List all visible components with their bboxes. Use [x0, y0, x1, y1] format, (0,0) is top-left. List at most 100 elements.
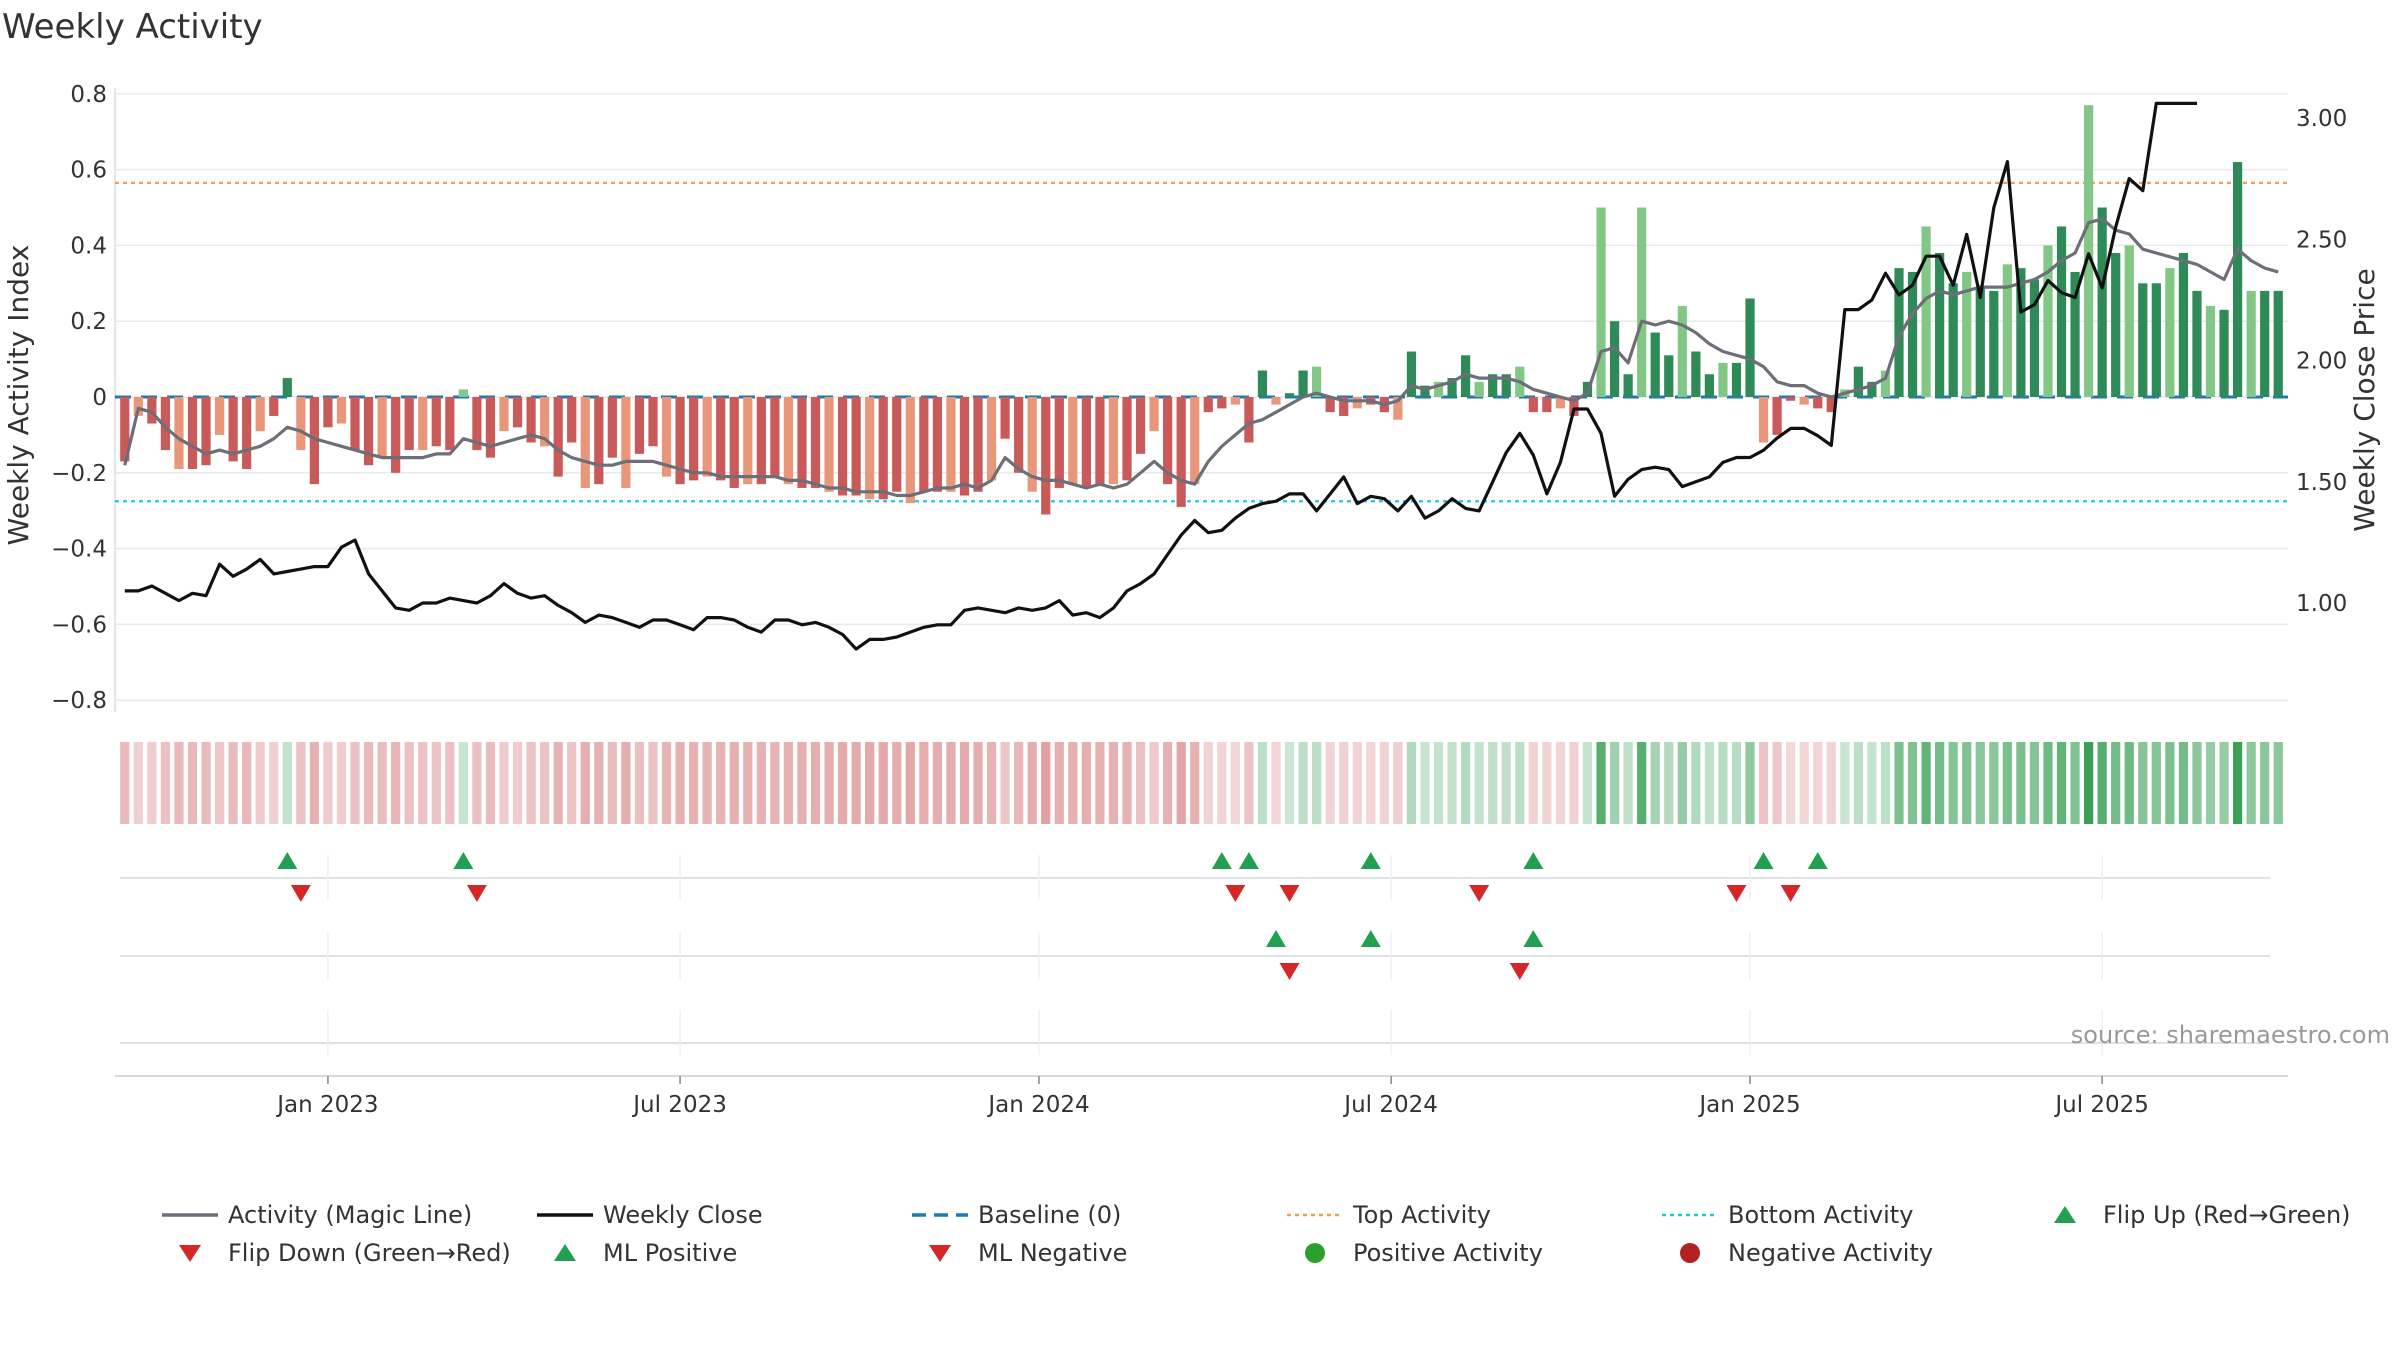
heat-cell [634, 742, 645, 824]
activity-bar [1637, 207, 1647, 397]
legend-item: Flip Down (Green→Red) [160, 1238, 511, 1268]
activity-bar [1406, 351, 1417, 397]
activity-bar [1000, 397, 1010, 439]
activity-bar [648, 397, 658, 447]
activity-bar [729, 397, 739, 488]
activity-bar [472, 397, 482, 451]
heat-cell [1853, 742, 1863, 824]
activity-bar [1122, 397, 1132, 481]
right-tick-label: 1.00 [2296, 591, 2347, 617]
reference-lines [115, 181, 2288, 503]
legend-symbol [1680, 1243, 1700, 1263]
activity-bar [689, 397, 699, 481]
heat-cell [1786, 742, 1796, 824]
activity-bar [1542, 397, 1552, 413]
legend-item: ML Positive [535, 1238, 737, 1268]
flip-up-marker [453, 852, 474, 869]
activity-bar [2056, 226, 2067, 397]
heat-cell [133, 742, 143, 824]
heat-cell [269, 742, 279, 824]
weekly-close-series [124, 101, 2197, 651]
flip-up-marker [277, 852, 298, 869]
activity-bar [526, 397, 536, 443]
activity-bar [567, 397, 577, 443]
x-tick-label: Jul 2023 [631, 1092, 727, 1118]
activity-bar [1826, 397, 1836, 413]
heat-cell [2260, 742, 2270, 824]
heat-cell [919, 742, 929, 824]
heat-cell [1637, 742, 1647, 824]
chart-title: Weekly Activity [2, 7, 263, 47]
ml-positive-marker [1265, 930, 1286, 947]
heat-cell [1623, 742, 1633, 824]
right-tick-label: 1.50 [2296, 470, 2347, 496]
heat-cell [512, 742, 523, 824]
activity-bar [1935, 252, 1945, 397]
activity-bar [431, 397, 441, 447]
activity-bar [445, 397, 455, 451]
activity-bar [1555, 397, 1566, 409]
heat-cell [1095, 742, 1105, 824]
activity-bar [878, 397, 888, 500]
activity-bar [1488, 374, 1498, 397]
heat-cell [296, 742, 306, 824]
activity-bar [1921, 226, 1931, 397]
heat-cell [377, 742, 387, 824]
heat-cell [1230, 742, 1240, 824]
activity-bar [147, 397, 157, 424]
heat-cell [1826, 742, 1836, 824]
activity-bar [919, 397, 929, 492]
activity-bar [770, 397, 780, 477]
flip-up-marker [1211, 852, 1232, 869]
heat-cell [1488, 742, 1498, 824]
heat-cell [391, 742, 401, 824]
activity-bar [1312, 366, 1322, 397]
activity-bar [2043, 245, 2053, 397]
activity-bar [1948, 283, 1958, 397]
activity-bar [1474, 381, 1484, 397]
heat-cell [648, 742, 658, 824]
heat-cell [607, 742, 617, 824]
heat-cell [363, 742, 374, 824]
activity-bar [512, 397, 523, 428]
heat-cell [2151, 742, 2161, 824]
flip-down-marker [1726, 885, 1747, 902]
heat-cell [418, 742, 428, 824]
heat-cell [1731, 742, 1742, 824]
activity-bar [1325, 397, 1335, 413]
activity-bar [1609, 321, 1620, 397]
heat-cell [959, 742, 970, 824]
x-tick-label: Jul 2025 [2053, 1092, 2149, 1118]
activity-bar [269, 397, 279, 416]
heat-cell [810, 742, 821, 824]
legend-label: Top Activity [1353, 1201, 1491, 1229]
heat-cell [2043, 742, 2053, 824]
x-tick-label: Jan 2025 [1697, 1092, 1800, 1118]
heat-cell [837, 742, 848, 824]
activity-bar [1081, 397, 1091, 488]
heat-cell [174, 742, 184, 824]
heat-cell [783, 742, 794, 824]
heat-cell [1257, 742, 1268, 824]
heat-cell [540, 742, 550, 824]
heat-cell [986, 742, 997, 824]
legend-item: ML Negative [910, 1238, 1127, 1268]
flip-down-marker [290, 885, 311, 902]
heat-cell [2273, 742, 2283, 824]
activity-bar [350, 397, 360, 451]
heat-cell [2192, 742, 2202, 824]
activity-bar [1447, 378, 1457, 397]
heat-cell [1271, 742, 1281, 824]
heat-cell [2111, 742, 2121, 824]
activity-bar [905, 397, 915, 504]
x-tick-label: Jan 2023 [275, 1092, 378, 1118]
activity-bar [296, 397, 306, 451]
heat-cell [1921, 742, 1931, 824]
activity-bar [214, 397, 225, 435]
legend-item: Baseline (0) [910, 1200, 1121, 1230]
heat-cell [1366, 742, 1376, 824]
activity-bar [1880, 370, 1891, 397]
heat-cell [255, 742, 265, 824]
heat-cell [1352, 742, 1362, 824]
